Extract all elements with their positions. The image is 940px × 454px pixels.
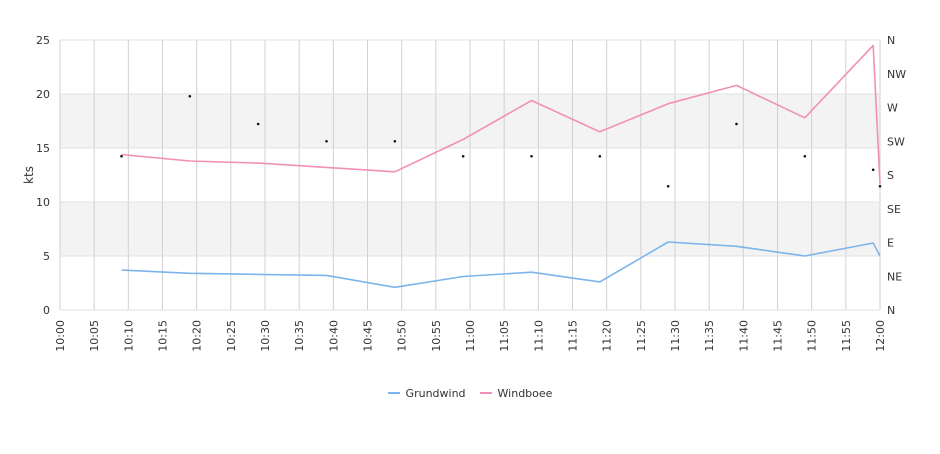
series-line-grundwind (121, 241, 881, 289)
y-tick-label: 10 (36, 196, 50, 209)
legend-item-windboee[interactable]: Windboee (479, 386, 553, 400)
x-tick-label: 11:10 (532, 320, 545, 352)
right-axis-label: SE (887, 203, 901, 216)
x-tick-label: 10:30 (259, 320, 272, 352)
x-tick-label: 11:50 (806, 320, 819, 352)
direction-point (325, 139, 328, 143)
legend-swatch (387, 392, 400, 394)
x-tick-label: 10:25 (225, 320, 238, 352)
x-tick-label: 11:55 (840, 320, 853, 352)
direction-point (256, 122, 260, 126)
y-tick-label: 25 (36, 34, 50, 47)
x-tick-label: 10:40 (327, 320, 340, 352)
y-axis-title: kts (22, 166, 36, 184)
direction-point (393, 139, 397, 143)
y-tick-label: 15 (36, 142, 50, 155)
direction-point (530, 154, 533, 158)
y-tick-label: 5 (43, 250, 50, 263)
right-axis-label: NW (887, 68, 906, 81)
right-axis-label: N (887, 304, 895, 317)
series-line-windboee (121, 44, 881, 184)
x-tick-label: 11:45 (772, 320, 785, 352)
direction-point (598, 154, 602, 158)
legend-label: Grundwind (405, 386, 466, 400)
legend-swatch (479, 392, 492, 394)
right-axis-label: S (887, 169, 894, 182)
x-tick-label: 12:00 (874, 320, 887, 352)
x-tick-label: 11:00 (464, 320, 477, 352)
x-tick-label: 10:05 (88, 320, 101, 352)
y-tick-label: 20 (36, 88, 50, 101)
x-tick-label: 10:45 (362, 320, 375, 352)
right-axis-label: NE (887, 270, 902, 283)
right-axis-label: N (887, 34, 895, 47)
x-tick-label: 10:50 (396, 320, 409, 352)
x-tick-label: 10:15 (157, 320, 170, 352)
right-axis-label: SW (887, 135, 905, 148)
direction-point (803, 154, 807, 158)
direction-point (871, 168, 875, 172)
direction-point (120, 154, 123, 158)
x-tick-label: 11:30 (669, 320, 682, 352)
x-tick-label: 11:25 (635, 320, 648, 352)
chart-legend: Grundwind Windboee (0, 384, 940, 402)
direction-point (461, 154, 465, 158)
x-tick-label: 11:20 (601, 320, 614, 352)
x-tick-label: 11:05 (498, 320, 511, 352)
direction-point (188, 94, 192, 98)
direction-point (666, 184, 670, 188)
x-tick-label: 10:55 (430, 320, 443, 352)
legend-label: Windboee (497, 386, 553, 400)
y-tick-label: 0 (43, 304, 50, 317)
x-tick-label: 10:20 (191, 320, 204, 352)
x-tick-label: 10:10 (122, 320, 135, 352)
x-tick-label: 11:35 (703, 320, 716, 352)
direction-point (878, 184, 882, 188)
x-tick-label: 10:00 (54, 320, 67, 352)
x-tick-label: 11:15 (567, 320, 580, 352)
x-tick-label: 10:35 (293, 320, 306, 352)
right-axis-label: E (887, 237, 894, 250)
x-tick-label: 11:40 (737, 320, 750, 352)
legend-item-grundwind[interactable]: Grundwind (387, 386, 466, 400)
right-axis-label: W (887, 102, 898, 115)
direction-point (735, 122, 738, 126)
